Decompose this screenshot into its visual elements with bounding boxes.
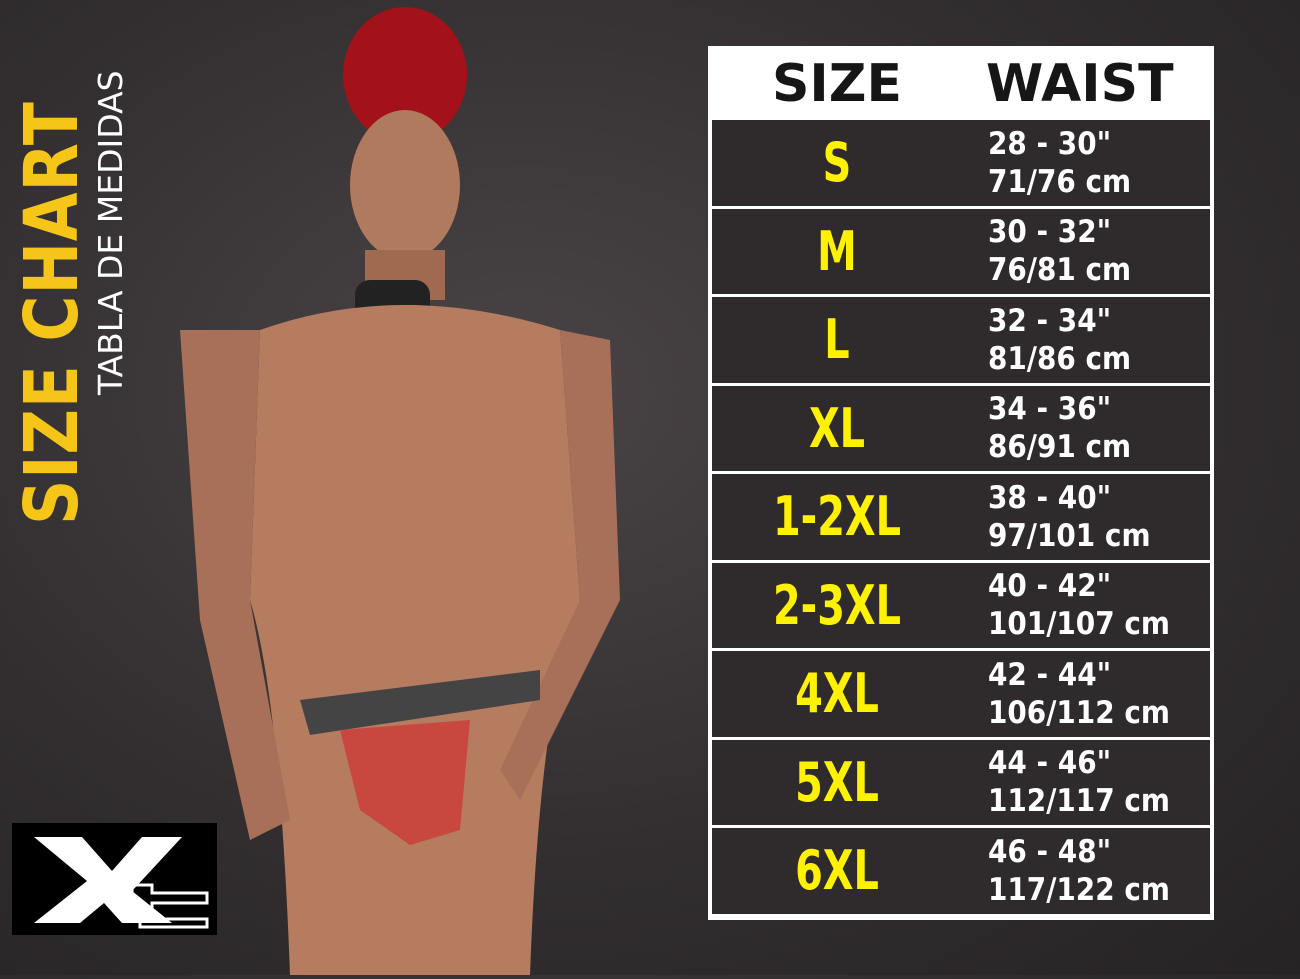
waist-measurement: 40 - 42" 101/107 cm — [962, 567, 1210, 643]
table-header: SIZE WAIST — [712, 50, 1210, 117]
waist-measurement: 34 - 36" 86/91 cm — [962, 390, 1210, 466]
table-row: L 32 - 34" 81/86 cm — [712, 297, 1210, 383]
waist-cm: 71/76 cm — [988, 163, 1132, 200]
waist-cm: 86/91 cm — [988, 429, 1132, 466]
waist-cm: 106/112 cm — [988, 694, 1170, 731]
waist-cm: 97/101 cm — [988, 517, 1151, 554]
waist-cm: 81/86 cm — [988, 340, 1132, 377]
waist-inches: 32 - 34" — [988, 302, 1112, 339]
waist-cm: 101/107 cm — [988, 606, 1170, 643]
size-label: 1-2XL — [772, 485, 902, 549]
title-subtitle: TABLA DE MEDIDAS — [91, 70, 130, 395]
size-label: 6XL — [795, 839, 879, 903]
waist-inches: 30 - 32" — [988, 214, 1112, 251]
table-row: S 28 - 30" 71/76 cm — [712, 120, 1210, 206]
waist-measurement: 46 - 48" 117/122 cm — [962, 833, 1210, 909]
waist-inches: 44 - 46" — [988, 745, 1112, 782]
waist-inches: 46 - 48" — [988, 833, 1112, 870]
table-row: M 30 - 32" 76/81 cm — [712, 208, 1210, 294]
size-chart-table: SIZE WAIST S 28 - 30" 71/76 cm M 30 - 32" 7… — [708, 46, 1214, 920]
waist-measurement: 44 - 46" 112/117 cm — [962, 744, 1210, 820]
waist-measurement: 30 - 32" 76/81 cm — [962, 213, 1210, 289]
size-label: 5XL — [795, 750, 879, 814]
waist-measurement: 32 - 34" 81/86 cm — [962, 302, 1210, 378]
model-photo — [140, 0, 700, 975]
table-row: 2-3XL 40 - 42" 101/107 cm — [712, 562, 1210, 648]
brand-logo — [12, 823, 217, 935]
size-label: M — [817, 219, 857, 283]
chart-title: SIZE CHART TABLA DE MEDIDAS — [9, 27, 130, 525]
table-row: 4XL 42 - 44" 106/112 cm — [712, 651, 1210, 737]
size-label: XL — [808, 396, 866, 460]
table-row: XL 34 - 36" 86/91 cm — [712, 385, 1210, 471]
waist-cm: 117/122 cm — [988, 871, 1170, 908]
title-main: SIZE CHART — [9, 101, 95, 525]
waist-inches: 40 - 42" — [988, 568, 1112, 605]
waist-cm: 112/117 cm — [988, 783, 1170, 820]
waist-inches: 34 - 36" — [988, 391, 1112, 428]
waist-measurement: 42 - 44" 106/112 cm — [962, 656, 1210, 732]
header-waist: WAIST — [986, 53, 1174, 114]
waist-inches: 28 - 30" — [988, 125, 1112, 162]
size-label: S — [822, 131, 852, 195]
size-label: L — [824, 308, 850, 372]
size-label: 4XL — [795, 662, 879, 726]
waist-cm: 76/81 cm — [988, 252, 1132, 289]
waist-inches: 38 - 40" — [988, 479, 1112, 516]
table-row: 6XL 46 - 48" 117/122 cm — [712, 828, 1210, 914]
header-size: SIZE — [771, 53, 903, 114]
size-label: 2-3XL — [772, 573, 902, 637]
waist-inches: 42 - 44" — [988, 656, 1112, 693]
table-row: 5XL 44 - 46" 112/117 cm — [712, 739, 1210, 825]
table-row: 1-2XL 38 - 40" 97/101 cm — [712, 474, 1210, 560]
waist-measurement: 38 - 40" 97/101 cm — [962, 479, 1210, 555]
waist-measurement: 28 - 30" 71/76 cm — [962, 125, 1210, 201]
